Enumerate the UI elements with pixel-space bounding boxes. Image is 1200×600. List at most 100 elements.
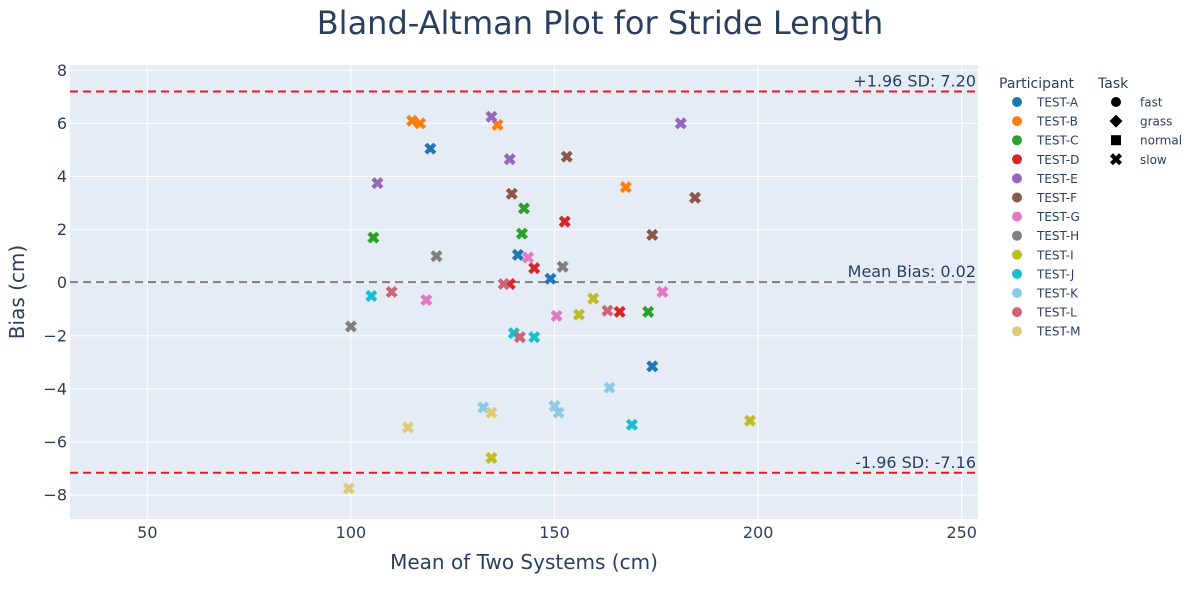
data-point <box>515 227 528 240</box>
legend-marker <box>1012 154 1022 165</box>
x-tick-label: 150 <box>539 523 570 542</box>
y-axis-title: Bias (cm) <box>5 245 29 339</box>
x-tick-label: 250 <box>946 523 977 542</box>
plot-area <box>70 65 978 519</box>
legend-marker <box>1111 135 1121 146</box>
data-point <box>528 262 541 275</box>
data-point <box>406 114 419 127</box>
data-points <box>342 110 756 495</box>
data-point <box>689 191 702 204</box>
legend-item-label: TEST-K <box>1036 287 1079 301</box>
legend-item-label: TEST-G <box>1036 210 1080 224</box>
data-point <box>342 482 355 495</box>
reference-lines: +1.96 SD: 7.20 Mean Bias: 0.02 -1.96 SD: -… <box>70 72 978 474</box>
legend-item-label: TEST-M <box>1036 325 1080 339</box>
data-point <box>550 309 563 322</box>
data-point <box>513 331 526 344</box>
reference-line-label: -1.96 SD: -7.16 <box>855 453 976 472</box>
data-point <box>365 289 378 302</box>
legend-item-label: normal <box>1140 134 1182 148</box>
data-point <box>517 202 531 215</box>
data-point <box>430 250 443 263</box>
legend-marker <box>1012 211 1022 222</box>
y-tick-label: −4 <box>43 379 67 398</box>
reference-line-label: Mean Bias: 0.02 <box>848 262 976 281</box>
legend-marker <box>1012 116 1022 127</box>
y-tick-label: −8 <box>43 486 67 505</box>
legend-item-label: TEST-D <box>1036 153 1079 167</box>
legend-item-label: TEST-C <box>1036 134 1078 148</box>
legend-marker <box>1012 135 1022 146</box>
legend-marker <box>1012 249 1022 260</box>
legend-item-label: TEST-L <box>1036 306 1077 320</box>
data-point <box>646 360 659 373</box>
data-point <box>385 285 398 299</box>
data-point <box>560 150 573 163</box>
x-tick-label: 100 <box>336 523 367 542</box>
legend-tasks: fast grass normal slow <box>1109 96 1182 167</box>
data-point <box>505 187 518 200</box>
data-point <box>613 305 626 318</box>
legend-item-label: fast <box>1140 96 1163 110</box>
legend-item-label: TEST-B <box>1036 115 1078 129</box>
legend-item-label: TEST-H <box>1036 229 1079 243</box>
y-tick-label: 4 <box>57 167 67 186</box>
data-point <box>414 117 427 130</box>
data-point <box>528 331 541 344</box>
legend-marker <box>1012 192 1022 203</box>
data-point <box>503 153 516 166</box>
data-point <box>544 272 557 285</box>
data-point <box>424 142 437 155</box>
chart-title: Bland-Altman Plot for Stride Length <box>317 4 884 42</box>
y-axis-ticks: −8 −6 −4 −2 0 2 4 6 8 <box>43 61 67 505</box>
y-tick-label: 2 <box>57 220 67 239</box>
data-point <box>511 248 524 261</box>
legend-marker <box>1111 97 1121 107</box>
data-point <box>548 400 561 413</box>
legend-marker <box>1109 153 1123 166</box>
y-tick-label: 6 <box>57 114 67 133</box>
legend-item-label: TEST-F <box>1036 191 1077 205</box>
legend-marker <box>1012 173 1022 184</box>
legend-participants: TEST-A TEST-B TEST-C TEST-D TEST-E TEST-F TEST… <box>1012 96 1080 339</box>
x-axis-title: Mean of Two Systems (cm) <box>390 550 658 574</box>
y-tick-label: 0 <box>57 273 67 292</box>
data-point <box>743 414 756 427</box>
legend-marker <box>1109 114 1123 128</box>
data-point <box>619 181 632 194</box>
data-point <box>401 421 414 434</box>
legend-item-label: TEST-A <box>1036 96 1079 110</box>
data-point <box>556 260 569 273</box>
data-point <box>572 308 585 321</box>
legend-item-label: TEST-J <box>1036 267 1074 281</box>
data-point <box>485 110 498 123</box>
y-tick-label: −6 <box>43 433 67 452</box>
data-point <box>522 251 535 264</box>
data-point <box>558 215 571 228</box>
legend-item-label: TEST-E <box>1036 172 1078 186</box>
data-point <box>656 285 669 299</box>
legend-task-title: Task <box>1097 76 1129 92</box>
y-tick-label: 8 <box>57 61 67 80</box>
data-point <box>485 451 498 464</box>
legend-item-label: slow <box>1140 153 1167 167</box>
y-tick-label: −2 <box>43 326 67 345</box>
legend-item-label: TEST-I <box>1036 248 1074 262</box>
data-point <box>485 406 498 419</box>
data-point <box>367 231 380 244</box>
x-tick-label: 200 <box>743 523 774 542</box>
data-point <box>420 293 433 306</box>
x-axis-ticks: 50 100 150 200 250 <box>137 523 977 542</box>
data-point <box>497 278 510 291</box>
data-point <box>642 305 655 318</box>
data-point <box>344 320 357 333</box>
legend-marker <box>1012 97 1022 107</box>
data-point <box>603 381 616 394</box>
legend: Participant Task TEST-ATEST-BTEST-CTEST-… <box>999 76 1182 339</box>
data-point <box>601 304 614 317</box>
legend-marker <box>1012 307 1022 318</box>
x-tick-label: 50 <box>137 523 157 542</box>
legend-marker <box>1012 230 1022 241</box>
legend-marker <box>1012 288 1022 298</box>
